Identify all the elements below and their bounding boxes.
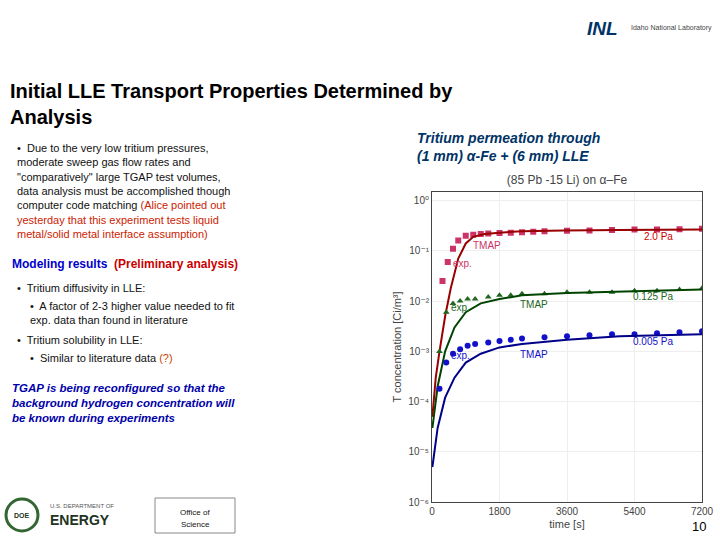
svg-text:• Tritium diffusivity in LLE:: • Tritium diffusivity in LLE: bbox=[17, 282, 145, 294]
svg-text:T concentration [Ci/m³]: T concentration [Ci/m³] bbox=[391, 291, 403, 402]
svg-text:Initial LLE Transport Properti: Initial LLE Transport Properties Determi… bbox=[10, 80, 453, 128]
svg-text:0: 0 bbox=[429, 506, 435, 517]
svg-text:(85 Pb -15 Li) on α–Fe: (85 Pb -15 Li) on α–Fe bbox=[507, 173, 628, 187]
svg-text:TMAP: TMAP bbox=[520, 299, 548, 310]
svg-text:5400: 5400 bbox=[623, 506, 646, 517]
svg-text:10⁻¹: 10⁻¹ bbox=[409, 245, 429, 256]
svg-text:TMAP: TMAP bbox=[473, 240, 501, 251]
svg-text:10⁻³: 10⁻³ bbox=[409, 346, 429, 357]
svg-text:Office of: Office of bbox=[180, 508, 210, 517]
svg-text:exp.: exp. bbox=[453, 258, 472, 269]
svg-text:10⁻⁴: 10⁻⁴ bbox=[408, 396, 429, 407]
svg-text:Science: Science bbox=[181, 520, 210, 529]
svg-text:• Tritium solubility in LLE:: • Tritium solubility in LLE: bbox=[17, 334, 143, 346]
svg-text:10⁻⁶: 10⁻⁶ bbox=[408, 497, 429, 508]
svg-text:exp.: exp. bbox=[451, 350, 470, 361]
svg-text:0.125 Pa: 0.125 Pa bbox=[633, 291, 673, 302]
svg-text:exp.: exp. bbox=[451, 302, 470, 313]
svg-text:• Due to the very low tritium: • Due to the very low tritium pressures,… bbox=[17, 142, 230, 240]
svg-text:Tritium permeation through(1 m: Tritium permeation through(1 mm) α-Fe + … bbox=[417, 130, 600, 164]
svg-text:10⁻²: 10⁻² bbox=[409, 296, 429, 307]
svg-text:10⁰: 10⁰ bbox=[414, 195, 429, 206]
svg-text:10: 10 bbox=[692, 519, 706, 534]
svg-text:time [s]: time [s] bbox=[549, 518, 584, 530]
svg-text:• A factor of 2-3 higher valu: • A factor of 2-3 higher value needed to… bbox=[30, 300, 234, 326]
svg-text:10⁻⁵: 10⁻⁵ bbox=[408, 446, 429, 457]
svg-text:ENERGY: ENERGY bbox=[50, 512, 110, 528]
svg-text:2.0 Pa: 2.0 Pa bbox=[644, 231, 673, 242]
svg-text:Idaho National Laboratory: Idaho National Laboratory bbox=[631, 24, 712, 32]
svg-text:1800: 1800 bbox=[488, 506, 511, 517]
svg-text:TGAP is being reconfigured so: TGAP is being reconfigured so that theba… bbox=[12, 382, 235, 424]
svg-text:• Similar to literature data: • Similar to literature data (?) bbox=[30, 352, 173, 364]
svg-text:3600: 3600 bbox=[556, 506, 579, 517]
svg-text:0.005 Pa: 0.005 Pa bbox=[633, 336, 673, 347]
svg-text:INL: INL bbox=[587, 18, 618, 39]
svg-text:DOE: DOE bbox=[14, 512, 30, 519]
svg-text:TMAP: TMAP bbox=[520, 349, 548, 360]
svg-text:Modeling results (Preliminary: Modeling results (Preliminary analysis) bbox=[12, 257, 238, 271]
svg-text:7200: 7200 bbox=[691, 506, 714, 517]
svg-text:U.S. DEPARTMENT OF: U.S. DEPARTMENT OF bbox=[50, 503, 114, 509]
